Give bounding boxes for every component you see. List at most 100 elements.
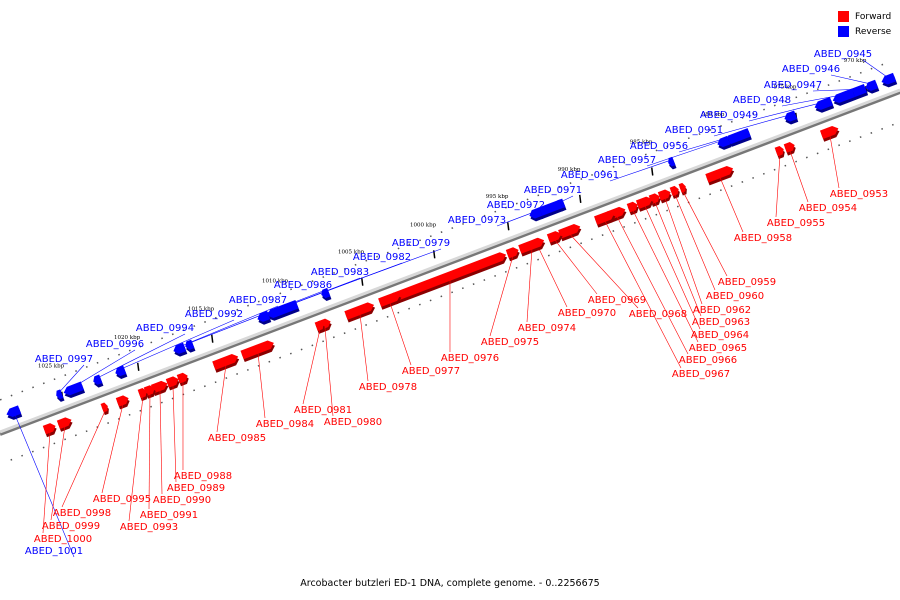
legend-forward-label: Forward <box>855 11 892 22</box>
forward-gene-body <box>392 252 507 302</box>
forward-gene-label: ABED_0970 <box>558 308 616 319</box>
forward-gene <box>546 231 563 246</box>
reverse-gene-label: ABED_0973 <box>448 215 506 226</box>
tick-mark <box>210 334 214 343</box>
tick-label: 1020 kbp <box>114 335 141 341</box>
forward-gene-label: ABED_0984 <box>256 419 314 430</box>
forward-gene <box>56 417 73 432</box>
reverse-gene-label: ABED_0949 <box>700 110 758 121</box>
reverse-gene-body <box>93 374 103 385</box>
forward-gene-body <box>505 247 519 259</box>
reverse-gene-leader <box>72 349 136 388</box>
forward-gene-body <box>657 189 671 201</box>
reverse-gene-leader <box>119 319 235 370</box>
tick-label: 1000 kbp <box>410 222 437 228</box>
tick-label: 990 kbp <box>558 167 581 173</box>
forward-gene-body <box>626 201 638 213</box>
forward-gene-body <box>42 423 56 435</box>
forward-gene-leader <box>526 248 533 323</box>
reverse-gene-leader <box>58 364 85 393</box>
reverse-gene <box>93 374 104 388</box>
forward-gene-leader <box>359 314 369 382</box>
forward-gene-label: ABED_0990 <box>153 495 211 506</box>
reverse-gene-label: ABED_0971 <box>524 185 582 196</box>
forward-gene <box>558 224 582 242</box>
forward-gene <box>314 320 325 334</box>
reverse-gene-leader <box>646 139 724 167</box>
forward-gene-body <box>669 185 679 197</box>
reverse-gene-body <box>56 389 64 400</box>
forward-gene-label: ABED_0958 <box>734 233 792 244</box>
forward-gene-label: ABED_0975 <box>481 337 539 348</box>
tick-mark <box>506 222 510 231</box>
forward-gene-leader <box>172 385 177 483</box>
reverse-gene-body <box>534 199 563 217</box>
forward-gene <box>505 247 520 262</box>
forward-swatch <box>838 11 849 22</box>
reverse-gene-leader <box>559 195 574 203</box>
tick-label: 975 kbp <box>774 85 797 91</box>
tick-label: 980 kbp <box>702 112 725 118</box>
forward-gene <box>344 302 376 323</box>
reverse-gene-label: ABED_0948 <box>733 95 791 106</box>
tick-mark <box>360 277 364 286</box>
forward-gene-body <box>212 354 239 370</box>
forward-gene-leader <box>789 150 809 203</box>
forward-gene-leader <box>654 201 702 317</box>
reverse-gene-label: ABED_0996 <box>86 339 144 350</box>
forward-gene-leader <box>537 246 568 308</box>
reverse-gene-label: ABED_0972 <box>487 200 545 211</box>
forward-gene-label: ABED_0995 <box>93 494 151 505</box>
forward-gene-label: ABED_1000 <box>34 534 92 545</box>
forward-gene-body <box>783 142 795 153</box>
forward-gene-body <box>56 417 72 429</box>
reverse-gene-label: ABED_0983 <box>311 267 369 278</box>
forward-gene-label: ABED_0953 <box>830 189 888 200</box>
forward-gene <box>774 145 785 160</box>
forward-gene-body <box>100 402 108 413</box>
tick-label: 995 kbp <box>486 194 509 200</box>
reverse-gene-body <box>717 135 731 148</box>
reverse-gene <box>534 199 564 219</box>
reverse-gene-label: ABED_0979 <box>392 238 450 249</box>
forward-gene-label: ABED_0960 <box>706 291 764 302</box>
reverse-gene-body <box>6 405 22 418</box>
forward-gene-label: ABED_0978 <box>359 382 417 393</box>
forward-gene <box>669 185 680 199</box>
reverse-gene-body <box>832 88 855 104</box>
forward-gene-body <box>176 372 188 384</box>
reverse-gene <box>865 79 880 94</box>
forward-gene-label: ABED_0977 <box>402 366 460 377</box>
forward-gene-label: ABED_0962 <box>693 305 751 316</box>
reverse-gene-body <box>814 96 834 110</box>
tick-mark <box>650 167 654 176</box>
forward-gene <box>165 376 180 391</box>
legend-reverse-label: Reverse <box>855 26 892 37</box>
forward-gene-leader <box>101 404 124 494</box>
reverse-gene <box>881 72 898 88</box>
forward-gene-body <box>705 165 734 183</box>
forward-gene-leader <box>775 154 781 218</box>
reverse-gene-label: ABED_0957 <box>598 155 656 166</box>
reverse-gene-leader <box>748 101 824 122</box>
forward-gene-label: ABED_0966 <box>679 355 737 366</box>
reverse-gene <box>784 110 799 125</box>
tick-label: 1010 kbp <box>262 279 289 285</box>
forward-gene-body <box>518 237 545 254</box>
forward-gene <box>240 340 275 362</box>
forward-gene-body <box>819 125 839 139</box>
tick-label: 970 kbp <box>844 58 867 64</box>
reverse-gene-body <box>63 381 84 396</box>
forward-gene <box>378 292 402 310</box>
reverse-gene <box>529 207 544 222</box>
forward-gene <box>518 237 546 257</box>
reverse-gene-leader <box>496 211 536 227</box>
forward-gene-body <box>344 302 374 320</box>
forward-gene-leader <box>604 220 682 369</box>
forward-gene-leader <box>50 426 66 521</box>
forward-gene-leader <box>61 410 106 508</box>
reverse-gene <box>832 88 856 106</box>
forward-gene-body <box>774 145 784 157</box>
forward-gene-label: ABED_0955 <box>767 218 825 229</box>
forward-gene-leader <box>257 352 266 419</box>
